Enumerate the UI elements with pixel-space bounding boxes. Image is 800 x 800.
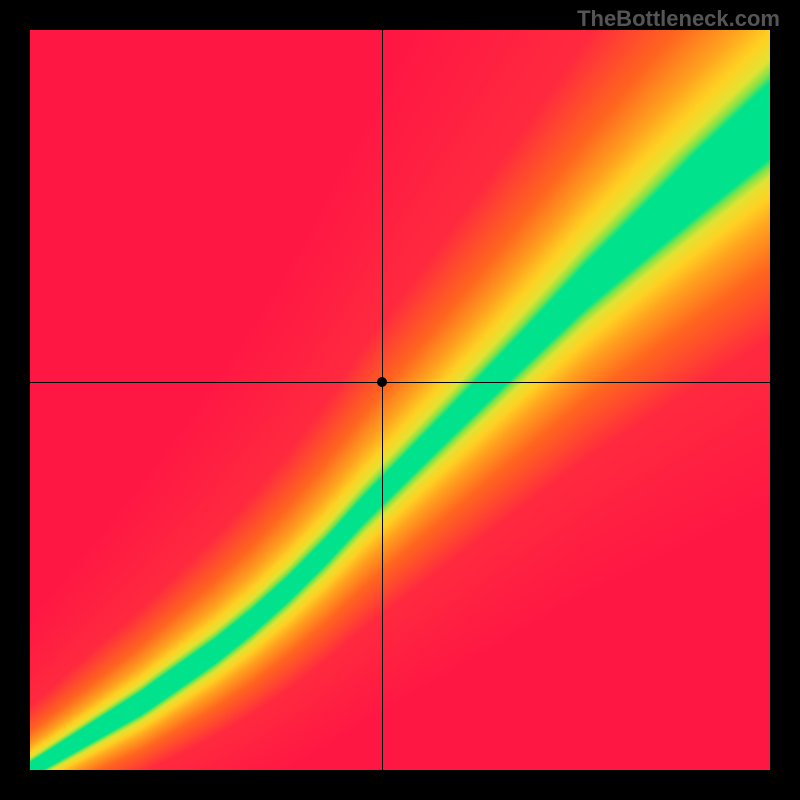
heatmap-canvas <box>30 30 770 770</box>
crosshair-horizontal <box>30 382 770 383</box>
crosshair-vertical <box>382 30 383 770</box>
watermark-text: TheBottleneck.com <box>577 6 780 32</box>
plot-area <box>30 30 770 770</box>
crosshair-marker <box>377 377 387 387</box>
